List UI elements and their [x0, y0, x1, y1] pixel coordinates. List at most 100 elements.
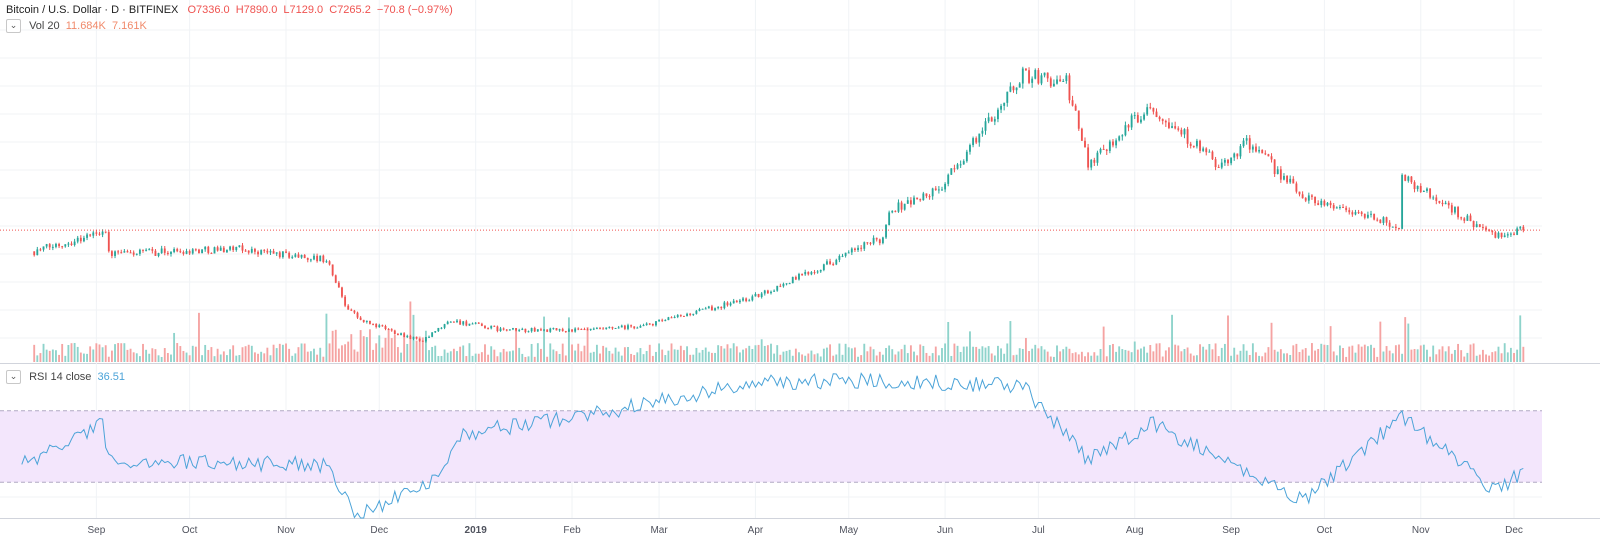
candle: [1363, 213, 1366, 220]
candle: [1130, 113, 1133, 130]
candle: [1345, 205, 1348, 213]
candle: [403, 332, 406, 338]
volume-bar: [1444, 351, 1447, 362]
volume-bar: [751, 348, 754, 362]
volume-bar: [627, 346, 629, 362]
chevron-down-icon[interactable]: ⌄: [6, 370, 21, 384]
volume-bar: [1426, 349, 1428, 362]
volume-bar: [794, 348, 797, 362]
volume-bar: [428, 350, 430, 362]
candle: [64, 244, 67, 248]
volume-bar: [1255, 352, 1257, 362]
volume-bar: [1332, 351, 1335, 362]
volume-bar: [437, 355, 440, 362]
volume-bar: [1360, 346, 1363, 362]
candle: [950, 168, 953, 175]
volume-bar: [1326, 345, 1329, 362]
candle: [493, 325, 496, 327]
volume-bar: [738, 352, 741, 362]
candle: [1410, 176, 1413, 184]
candle: [1158, 115, 1161, 122]
candle: [89, 233, 92, 237]
candle: [1307, 192, 1310, 204]
candle: [198, 248, 200, 254]
volume-bar: [1432, 345, 1435, 362]
candle: [1155, 108, 1158, 118]
volume-bar: [1292, 345, 1295, 362]
volume-bar: [269, 355, 272, 362]
volume-bar: [170, 354, 172, 362]
volume-bar: [1279, 349, 1282, 362]
volume-bar: [1040, 346, 1043, 362]
volume-bar: [471, 355, 474, 362]
change-value: −70.8 (−0.97%): [376, 4, 453, 16]
candle: [1186, 126, 1189, 148]
candle: [1239, 143, 1242, 159]
volume-bar: [372, 349, 374, 362]
chevron-down-icon[interactable]: ⌄: [6, 19, 21, 33]
candle: [894, 210, 897, 213]
volume-bar: [1454, 349, 1456, 362]
volume-bar: [527, 356, 530, 362]
volume-bar: [969, 331, 971, 362]
volume-bar: [518, 347, 521, 362]
volume-bar: [204, 344, 207, 362]
rsi-legend-name: RSI 14 close: [29, 370, 92, 383]
volume-bar: [1388, 350, 1391, 362]
volume-bar: [179, 346, 182, 362]
volume-bar: [1422, 344, 1425, 362]
volume-bar: [235, 355, 238, 362]
candle: [1426, 187, 1428, 193]
candle: [303, 254, 306, 259]
volume-bar: [1236, 354, 1239, 362]
volume-bar: [819, 356, 822, 362]
volume-bar: [241, 347, 244, 362]
candle: [331, 264, 334, 277]
candle: [1183, 128, 1186, 139]
volume-bar: [1012, 355, 1015, 362]
volume-bar: [132, 352, 135, 362]
candle: [1003, 102, 1006, 111]
volume-bar: [1161, 356, 1164, 362]
candle: [1108, 139, 1111, 154]
candle: [1214, 156, 1217, 171]
volume-bar: [126, 349, 129, 362]
candle: [732, 298, 735, 304]
volume-bar: [1208, 343, 1211, 362]
volume-bar: [962, 346, 965, 362]
volume-bar: [163, 348, 166, 362]
volume-bar: [176, 343, 179, 362]
volume-bar: [580, 351, 583, 362]
volume-bar: [633, 355, 636, 362]
candle: [1444, 200, 1447, 205]
volume-bar: [443, 349, 446, 362]
candle: [1289, 175, 1292, 184]
candle: [1286, 175, 1289, 184]
candle: [679, 314, 682, 318]
volume-bar: [944, 343, 947, 362]
volume-bar: [987, 346, 990, 362]
candle: [1074, 103, 1077, 111]
candle: [334, 274, 337, 284]
high-label: H: [235, 4, 244, 16]
candle: [1065, 73, 1068, 84]
volume-bar: [157, 355, 160, 362]
volume-bar: [689, 354, 692, 362]
volume-bar: [676, 349, 679, 362]
volume-bar: [602, 345, 605, 362]
candle: [98, 231, 101, 236]
volume-bar: [1065, 346, 1068, 362]
candle: [1006, 91, 1009, 107]
volume-bar: [866, 351, 869, 362]
volume-bar: [300, 343, 303, 362]
candle: [1509, 232, 1512, 237]
candle: [872, 235, 875, 246]
high-value: 7890.0: [243, 4, 278, 16]
candle: [1438, 200, 1441, 204]
candle: [440, 327, 443, 330]
volume-bar: [1024, 337, 1027, 362]
volume-bar: [704, 347, 707, 362]
candle: [1168, 118, 1170, 130]
candle: [204, 246, 207, 252]
